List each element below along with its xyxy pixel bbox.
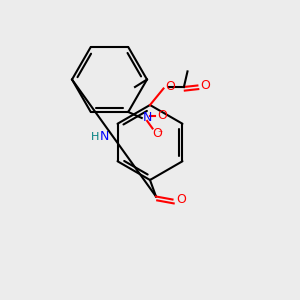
Text: N: N (100, 130, 109, 143)
Text: ⁻: ⁻ (157, 129, 162, 139)
Text: O: O (176, 193, 186, 206)
Text: N: N (142, 112, 152, 124)
Text: O: O (158, 109, 167, 122)
Text: O: O (200, 79, 210, 92)
Text: O: O (165, 80, 175, 93)
Text: O: O (152, 128, 162, 140)
Text: H: H (91, 131, 99, 142)
